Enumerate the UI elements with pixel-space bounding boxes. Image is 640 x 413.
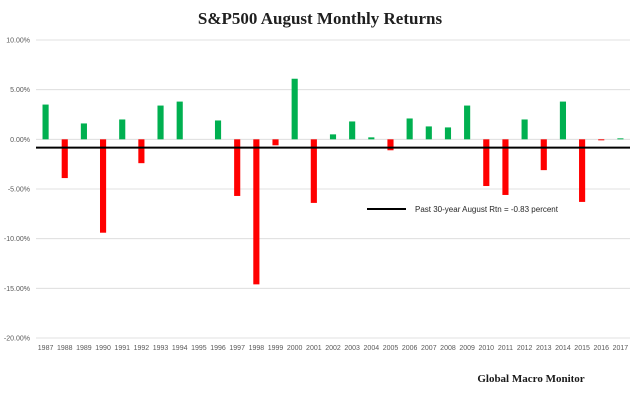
x-tick-label: 2003 xyxy=(344,345,360,352)
x-tick-label: 2013 xyxy=(536,345,552,352)
bar-1991 xyxy=(119,119,126,140)
x-tick-label: 2016 xyxy=(593,345,609,352)
bar-1987 xyxy=(42,104,49,140)
x-tick-label: 2007 xyxy=(421,345,437,352)
bar-2003 xyxy=(349,121,356,140)
bar-2012 xyxy=(521,119,528,140)
x-tick-label: 1999 xyxy=(268,345,284,352)
gridlines xyxy=(36,39,630,339)
y-tick-label: -15.00% xyxy=(4,286,30,293)
x-tick-label: 1998 xyxy=(249,345,265,352)
bar-2002 xyxy=(329,134,337,140)
y-tick-label: -20.00% xyxy=(4,336,30,343)
bar-2009 xyxy=(464,105,471,140)
bar-1990 xyxy=(99,139,107,233)
x-tick-label: 2001 xyxy=(306,345,322,352)
bars xyxy=(42,78,624,285)
x-tick-label: 2009 xyxy=(459,345,475,352)
x-tick-label: 2015 xyxy=(574,345,590,352)
x-tick-label: 1995 xyxy=(191,345,207,352)
chart-title: S&P500 August Monthly Returns xyxy=(198,9,443,28)
bar-2017 xyxy=(617,138,624,140)
x-tick-label: 2010 xyxy=(479,345,495,352)
bar-2007 xyxy=(425,126,432,140)
x-tick-label: 1989 xyxy=(76,345,92,352)
bar-2008 xyxy=(444,127,452,140)
bar-1997 xyxy=(234,139,241,196)
bar-1999 xyxy=(272,139,279,146)
x-tick-label: 1994 xyxy=(172,345,188,352)
bar-1989 xyxy=(80,123,87,140)
x-tick-label: 1990 xyxy=(95,345,111,352)
x-tick-label: 2011 xyxy=(498,345,513,352)
bar-1992 xyxy=(138,139,145,164)
bar-2010 xyxy=(483,139,490,187)
bar-2004 xyxy=(368,137,375,140)
bar-2014 xyxy=(559,101,567,140)
y-tick-label: 0.00% xyxy=(10,137,30,144)
x-tick-label: 2000 xyxy=(287,345,303,352)
bar-2011 xyxy=(502,139,509,195)
y-tick-label: -10.00% xyxy=(4,236,30,243)
x-tick-label: 2012 xyxy=(517,345,533,352)
bar-2006 xyxy=(406,118,413,140)
legend-label: Past 30-year August Rtn = -0.83 percent xyxy=(415,205,559,214)
x-tick-label: 1997 xyxy=(229,345,245,352)
x-tick-label: 2017 xyxy=(613,345,629,352)
bar-2000 xyxy=(291,78,298,140)
bar-2015 xyxy=(579,139,586,202)
bar-1994 xyxy=(176,101,183,140)
x-tick-label: 2008 xyxy=(440,345,456,352)
bar-2001 xyxy=(310,139,317,203)
bar-2005 xyxy=(387,139,394,151)
bar-1996 xyxy=(214,120,222,140)
x-tick-label: 1987 xyxy=(38,345,54,352)
x-tick-label: 2005 xyxy=(383,345,399,352)
y-axis-tick-labels: 10.00% 5.00% 0.00% -5.00% -10.00% -15.00% -20.… xyxy=(4,38,30,343)
x-tick-label: 1988 xyxy=(57,345,73,352)
bar-1988 xyxy=(61,139,68,179)
x-tick-label: 2014 xyxy=(555,345,571,352)
x-tick-label: 1992 xyxy=(134,345,150,352)
x-axis-tick-labels: 1987 1988 1989 1990 1991 1992 1993 1994 1995 1996… xyxy=(38,345,629,352)
x-tick-label: 1996 xyxy=(210,345,226,352)
bar-1993 xyxy=(157,105,164,140)
y-tick-label: 5.00% xyxy=(10,87,30,94)
x-tick-label: 1991 xyxy=(114,345,130,352)
bar-2016 xyxy=(598,139,605,141)
x-tick-label: 1993 xyxy=(153,345,169,352)
y-tick-label: -5.00% xyxy=(8,187,30,194)
source-label: Global Macro Monitor xyxy=(477,373,584,385)
x-tick-label: 2004 xyxy=(364,345,380,352)
y-tick-label: 10.00% xyxy=(6,38,30,45)
bar-2013 xyxy=(540,139,547,171)
x-tick-label: 2002 xyxy=(325,345,341,352)
x-tick-label: 2006 xyxy=(402,345,418,352)
bar-1998 xyxy=(253,139,260,285)
